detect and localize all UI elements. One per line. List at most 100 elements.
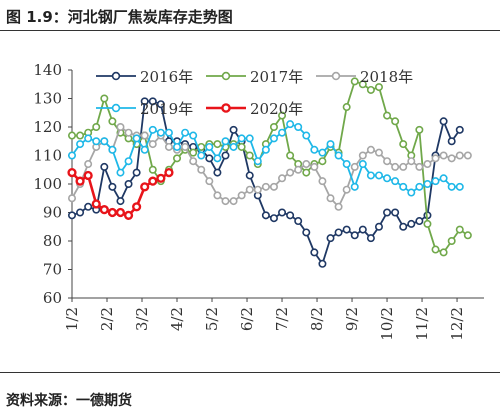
- data-point: [334, 202, 343, 211]
- data-point: [68, 211, 77, 220]
- data-point: [205, 142, 214, 151]
- data-point: [100, 94, 109, 103]
- legend-marker: [221, 71, 231, 81]
- data-point: [278, 128, 287, 137]
- data-point: [237, 191, 246, 200]
- data-point: [383, 208, 392, 217]
- data-point: [399, 182, 408, 191]
- data-point: [67, 168, 77, 178]
- data-point: [189, 148, 198, 157]
- data-point: [181, 142, 190, 151]
- y-tick-label: 140: [33, 61, 62, 79]
- data-point: [358, 151, 367, 160]
- data-point: [197, 165, 206, 174]
- x-tick-label: 6/2: [238, 307, 256, 331]
- data-point: [447, 154, 456, 163]
- data-point: [423, 160, 432, 169]
- data-point: [318, 157, 327, 166]
- data-point: [253, 157, 262, 166]
- data-point: [221, 197, 230, 206]
- data-point: [391, 208, 400, 217]
- data-point: [205, 177, 214, 186]
- y-tick-label: 80: [43, 232, 62, 250]
- data-point: [439, 248, 448, 257]
- data-point: [415, 182, 424, 191]
- data-point: [391, 177, 400, 186]
- data-point: [407, 188, 416, 197]
- data-point: [278, 208, 287, 217]
- x-tick-label: 5/2: [203, 307, 221, 331]
- legend-marker: [331, 71, 341, 81]
- data-point: [439, 151, 448, 160]
- data-point: [173, 142, 182, 151]
- data-point: [221, 151, 230, 160]
- data-point: [92, 123, 101, 132]
- data-point: [68, 131, 77, 140]
- data-point: [342, 185, 351, 194]
- data-point: [302, 228, 311, 237]
- data-point: [302, 131, 311, 140]
- x-axis: 1/2 2/2 3/2 4/2 5/2 6/2 7/2 8/2 9/2 10/2 11/2 12/2: [63, 297, 484, 341]
- data-point: [269, 123, 278, 132]
- data-point: [221, 137, 230, 146]
- data-point: [76, 140, 85, 149]
- data-point: [350, 231, 359, 240]
- data-point: [383, 111, 392, 120]
- data-point: [423, 219, 432, 228]
- data-point: [205, 154, 214, 163]
- data-point: [269, 134, 278, 143]
- data-point: [358, 160, 367, 169]
- data-point: [318, 259, 327, 268]
- data-point: [399, 162, 408, 171]
- data-point: [342, 103, 351, 112]
- data-point: [108, 117, 117, 126]
- x-tick-label: 3/2: [133, 307, 151, 331]
- data-point: [123, 210, 134, 220]
- data-point: [391, 117, 400, 126]
- data-point: [326, 140, 335, 149]
- series-lines: [67, 77, 472, 268]
- legend-label: 2017年: [250, 68, 303, 86]
- data-point: [366, 171, 375, 180]
- data-point: [318, 177, 327, 186]
- data-point: [286, 120, 295, 129]
- data-point: [366, 85, 375, 94]
- data-point: [463, 231, 472, 240]
- data-point: [140, 145, 149, 154]
- data-point: [294, 165, 303, 174]
- y-tick-label: 130: [33, 90, 62, 108]
- x-tick-label: 2/2: [98, 307, 116, 331]
- x-tick-label: 11/2: [413, 307, 431, 341]
- legend-item: 2017年: [206, 68, 303, 86]
- data-point: [261, 145, 270, 154]
- data-point: [148, 176, 158, 186]
- series-2020年: [67, 168, 174, 220]
- data-point: [148, 140, 157, 149]
- legend-item: 2020年: [206, 100, 303, 118]
- data-point: [407, 157, 416, 166]
- data-point: [108, 182, 117, 191]
- data-point: [84, 202, 93, 211]
- data-point: [156, 100, 165, 109]
- data-point: [84, 134, 93, 143]
- data-point: [189, 157, 198, 166]
- data-point: [116, 197, 125, 206]
- data-point: [140, 131, 149, 140]
- series-2016年: [68, 97, 464, 268]
- data-point: [342, 160, 351, 169]
- data-point: [213, 191, 222, 200]
- data-point: [213, 168, 222, 177]
- legend-item: 2019年: [96, 100, 193, 118]
- data-point: [302, 168, 311, 177]
- data-point: [278, 174, 287, 183]
- data-point: [439, 174, 448, 183]
- data-point: [124, 180, 133, 189]
- data-point: [107, 207, 117, 218]
- x-tick-label: 1/2: [63, 307, 81, 331]
- data-point: [213, 154, 222, 163]
- y-axis: 60 70 80 90 100 110 120 130 140: [33, 61, 73, 307]
- data-point: [245, 151, 254, 160]
- data-point: [116, 123, 125, 132]
- data-point: [156, 173, 166, 183]
- y-tick-label: 70: [43, 261, 62, 279]
